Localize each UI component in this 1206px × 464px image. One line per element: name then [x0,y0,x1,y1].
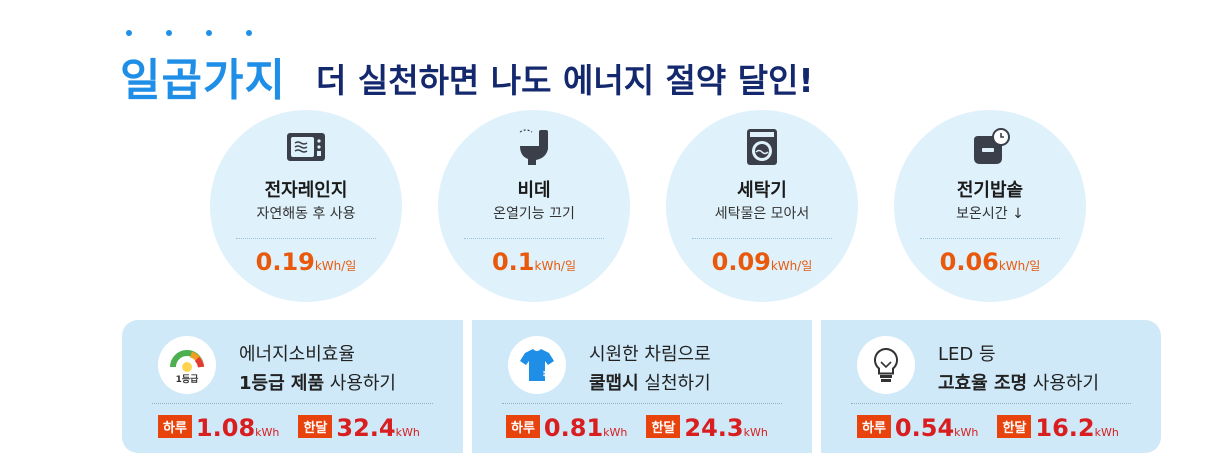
saving-value: 0.1kWh/일 [491,248,577,276]
divider [502,403,782,404]
tip-panel-cool-biz: ❄ 시원한 차림으로 쿨맵시 실천하기 하루 0.81kWh 한달 24.3kWh [472,320,812,453]
tip-action: 고효율 조명 사용하기 [938,373,1100,394]
month-tag: 한달 [997,415,1032,438]
month-value: 24.3 [684,414,744,442]
appliance-tip: 자연해동 후 사용 [256,206,356,222]
divider [851,403,1131,404]
appliance-card-bidet: 비데 온열기능 끄기 0.1kWh/일 [438,110,630,302]
saving-value: 0.19kWh/일 [255,248,357,276]
appliance-name: 전기밥솥 [956,180,1024,201]
tip-action: 쿨맵시 실천하기 [589,373,711,394]
bidet-icon [519,129,548,165]
appliance-name: 비데 [517,180,551,201]
tip-heading: 시원한 차림으로 [589,344,711,365]
cool-shirt-icon: ❄ [520,349,554,381]
day-tag: 하루 [506,415,540,438]
microwave-icon [287,133,325,161]
saving-stats: 하루 0.54kWh 한달 16.2kWh [857,414,1133,442]
icon-badge [857,336,915,394]
svg-text:❄: ❄ [542,367,552,381]
headline-text: 더 실천하면 나도 에너지 절약 달인! [316,61,814,100]
tip-action: 1등급 제품 사용하기 [239,373,396,394]
divider [152,403,433,404]
divider [236,238,376,239]
icon-badge: 1등급 [158,336,216,394]
month-tag: 한달 [646,415,681,438]
saving-value: 0.09kWh/일 [711,248,813,276]
day-tag: 하루 [857,415,891,438]
day-value: 1.08 [195,414,256,442]
appliance-tip: 보온시간 ↓ [956,206,1024,222]
appliance-card-microwave: 전자레인지 자연해동 후 사용 0.19kWh/일 [210,110,402,302]
icon-badge: ❄ [508,336,566,394]
day-value: 0.81 [543,414,604,442]
energy-grade-gauge-icon: 1등급 [170,350,204,385]
divider [464,238,604,239]
saving-value: 0.06kWh/일 [939,248,1041,276]
tip-heading: LED 등 [938,344,996,365]
emphasis-dots [126,30,252,36]
day-value: 0.54 [894,414,955,442]
appliance-name: 세탁기 [737,180,787,201]
appliance-card-washer: 세탁기 세탁물은 모아서 0.09kWh/일 [666,110,858,302]
saving-stats: 하루 1.08kWh 한달 32.4kWh [158,414,434,442]
headline-accent: 일곱가지 [120,55,286,106]
appliance-name: 전자레인지 [264,180,348,201]
month-tag: 한달 [298,415,333,438]
svg-text:1등급: 1등급 [176,374,200,385]
month-value: 32.4 [336,414,396,442]
appliance-card-rice-cooker: 전기밥솥 보온시간 ↓ 0.06kWh/일 [894,110,1086,302]
divider [920,238,1060,239]
month-value: 16.2 [1035,414,1095,442]
tip-heading: 에너지소비효율 [239,344,355,365]
rice-cooker-icon [974,128,1010,164]
washing-machine-icon [747,129,777,165]
tip-panel-efficient-products: 1등급 에너지소비효율 1등급 제품 사용하기 하루 1.08kWh 한달 32.4… [122,320,463,453]
tip-panel-led-lighting: LED 등 고효율 조명 사용하기 하루 0.54kWh 한달 16.2kWh [821,320,1161,453]
appliance-tip: 온열기능 끄기 [493,206,575,222]
day-tag: 하루 [158,415,192,438]
divider [692,238,832,239]
appliance-tip: 세탁물은 모아서 [714,206,810,222]
saving-stats: 하루 0.81kWh 한달 24.3kWh [506,414,782,442]
led-bulb-icon [874,347,898,382]
